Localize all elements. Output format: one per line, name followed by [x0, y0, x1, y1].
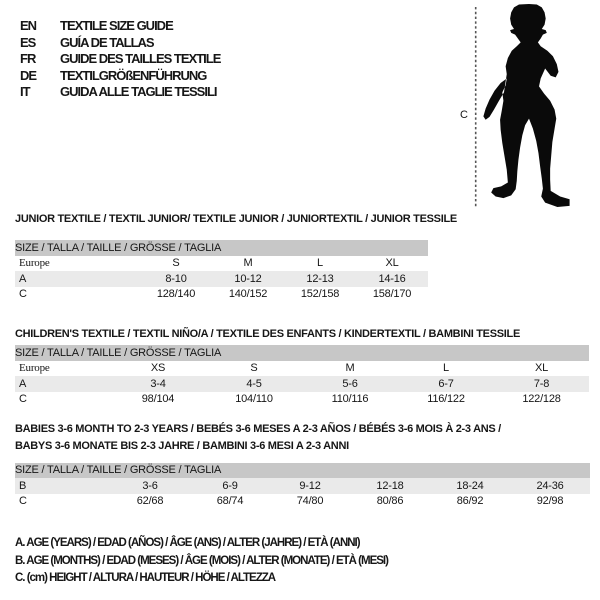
svg-text:C: C — [460, 109, 468, 121]
